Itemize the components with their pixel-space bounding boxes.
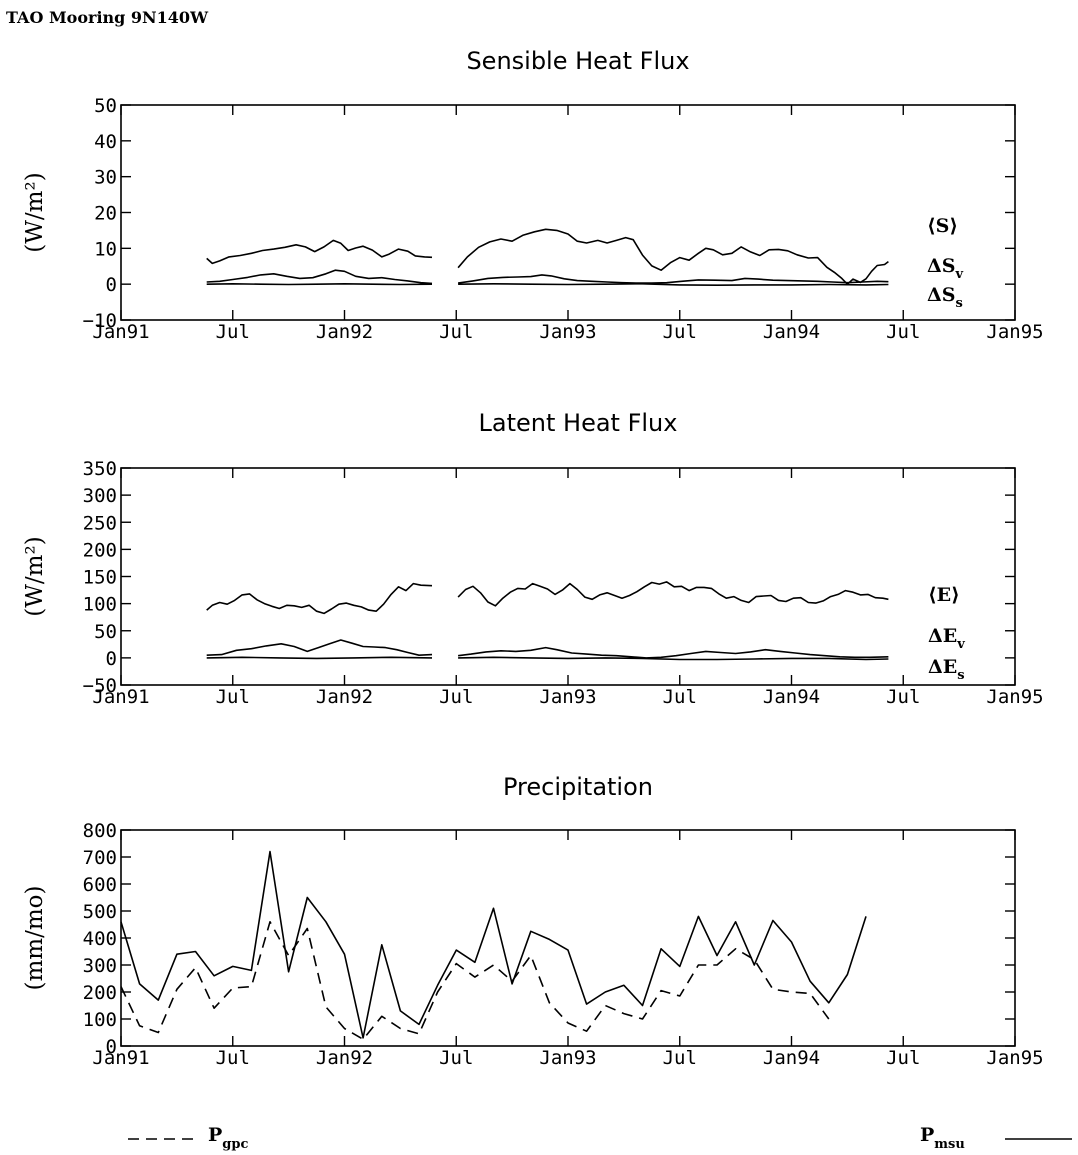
x-tick-label: Jul: [886, 321, 920, 343]
series-line-sensible-1-seg-1: [457, 274, 889, 284]
series-line-latent-0-seg-0: [206, 582, 433, 615]
y-tick-label: 150: [83, 567, 117, 589]
x-tick-label: Jan93: [539, 686, 596, 708]
x-tick-label: Jan91: [92, 686, 149, 708]
chart-title-sensible: Sensible Heat Flux: [466, 47, 689, 75]
series-line-sensible-0-seg-0: [206, 239, 433, 265]
x-tick-label: Jul: [439, 686, 473, 708]
y-tick-label: 0: [106, 1036, 117, 1058]
y-axis-label-latent: (W/m²): [22, 536, 48, 616]
y-tick-label: 400: [83, 928, 117, 950]
y-tick-label: 10: [94, 238, 117, 260]
y-tick-label: 250: [83, 512, 117, 534]
x-tick-label: Jul: [216, 321, 250, 343]
series-label-latent-1: ΔEv: [928, 625, 965, 652]
series-label-latent-0: ⟨E⟩: [928, 584, 960, 606]
series-label-sensible-1: ΔSv: [927, 255, 963, 282]
y-tick-label: 200: [83, 539, 117, 561]
x-tick-label: Jul: [216, 1047, 250, 1069]
y-tick-label: 0: [106, 274, 117, 296]
panel-precip: Precipitation (mm/mo) 0 100 200 300 400 500 600 7…: [22, 773, 1044, 1069]
x-tick-label: Jul: [663, 686, 697, 708]
x-tick-label: Jan92: [316, 321, 373, 343]
series-line-sensible-2-seg-1: [458, 283, 889, 286]
x-tick-label: Jul: [216, 686, 250, 708]
legend-gpc: Pgpc: [128, 1124, 248, 1152]
y-tick-label: 40: [94, 131, 117, 153]
y-tick-label: 700: [83, 847, 117, 869]
x-tick-label: Jan95: [986, 1047, 1043, 1069]
legend-msu: Pmsu: [920, 1124, 1072, 1152]
x-tick-label: Jul: [439, 321, 473, 343]
y-axis-label-precip: (mm/mo): [22, 886, 48, 991]
x-tick-label: Jan93: [539, 321, 596, 343]
chart-panels: Sensible Heat Flux (W/m²) −10 0 10 20 30 40 50 Ja…: [22, 47, 1044, 1069]
x-tick-label: Jul: [886, 686, 920, 708]
series-line-precip-1-seg-0: [120, 921, 830, 1041]
y-tick-label: 300: [83, 955, 117, 977]
y-tick-label: 800: [83, 820, 117, 842]
series-line-latent-1-seg-0: [206, 639, 433, 656]
y-tick-label: 500: [83, 901, 117, 923]
x-tick-label: Jul: [439, 1047, 473, 1069]
y-tick-label: 600: [83, 874, 117, 896]
series-line-latent-1-seg-1: [458, 646, 889, 659]
panel-sensible: Sensible Heat Flux (W/m²) −10 0 10 20 30 40 50 Ja…: [22, 47, 1044, 343]
x-tick-label: Jan91: [92, 1047, 149, 1069]
series-line-latent-0-seg-1: [457, 581, 889, 607]
legend-gpc-label: Pgpc: [208, 1124, 248, 1152]
x-tick-label: Jan94: [763, 1047, 820, 1069]
y-tick-label: −10: [83, 310, 117, 332]
x-tick-label: Jul: [663, 1047, 697, 1069]
series-label-sensible-2: ΔSs: [927, 284, 963, 311]
x-tick-label: Jan95: [986, 686, 1043, 708]
y-tick-label: 20: [94, 203, 117, 225]
y-tick-label: 100: [83, 1009, 117, 1031]
series-line-sensible-1-seg-0: [206, 269, 433, 285]
y-tick-label: 30: [94, 167, 117, 189]
series-line-latent-2-seg-0: [206, 656, 433, 660]
series-line-latent-2-seg-1: [458, 656, 889, 661]
x-tick-label: Jan93: [539, 1047, 596, 1069]
y-tick-label: 50: [94, 95, 117, 117]
x-tick-label: Jan91: [92, 321, 149, 343]
y-tick-label: 200: [83, 982, 117, 1004]
y-tick-label: −50: [83, 675, 117, 697]
y-tick-label: 350: [83, 458, 117, 480]
y-tick-label: 300: [83, 485, 117, 507]
panel-latent: Latent Heat Flux (W/m²) −50 0 50 100 150 200 250…: [22, 409, 1044, 708]
plot-frame-precip: [120, 829, 1016, 1047]
plot-frame-sensible: [120, 104, 1016, 321]
y-tick-label: 100: [83, 594, 117, 616]
chart-title-latent: Latent Heat Flux: [479, 409, 678, 437]
x-tick-label: Jan94: [763, 686, 820, 708]
chart-title-precip: Precipitation: [503, 773, 653, 801]
x-tick-label: Jan92: [316, 1047, 373, 1069]
mooring-label: TAO Mooring 9N140W: [6, 8, 209, 27]
x-tick-label: Jan92: [316, 686, 373, 708]
x-tick-label: Jan95: [986, 321, 1043, 343]
x-tick-label: Jul: [886, 1047, 920, 1069]
y-tick-label: 50: [94, 621, 117, 643]
x-tick-label: Jan94: [763, 321, 820, 343]
series-line-sensible-0-seg-1: [457, 228, 889, 285]
series-label-latent-2: ΔEs: [928, 656, 965, 683]
y-axis-label-sensible: (W/m²): [22, 172, 48, 252]
series-label-sensible-0: ⟨S⟩: [927, 215, 958, 237]
series-line-sensible-2-seg-0: [206, 283, 433, 286]
y-tick-label: 0: [106, 648, 117, 670]
legend-msu-label: Pmsu: [920, 1124, 965, 1152]
x-tick-label: Jul: [663, 321, 697, 343]
series-line-precip-0-seg-0: [120, 850, 867, 1039]
